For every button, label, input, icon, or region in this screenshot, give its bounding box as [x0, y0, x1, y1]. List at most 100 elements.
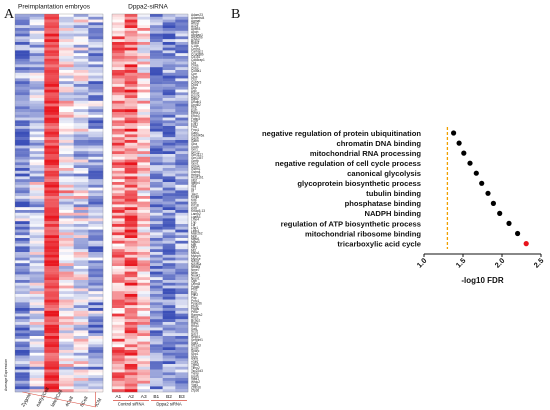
gene-label: Ltbp4 [191, 229, 199, 233]
gene-label: Mlf1 [191, 246, 197, 250]
gene-label: Dpysl2 [191, 103, 201, 107]
gene-label: Myo1e [191, 257, 201, 261]
gene-label: Slc1a3 [191, 344, 201, 348]
gene-label: Irf [191, 190, 194, 194]
gene-label: Dgcr6 [191, 94, 200, 98]
gene-label: Gmfb [191, 159, 199, 163]
gene-label: Plin2 [191, 293, 198, 297]
gene-label: Pdgfd [191, 285, 200, 289]
gene-label: Adam23 [191, 13, 203, 17]
gene-label: Igfbp4 [191, 181, 200, 185]
gene-label: Sdc1 [191, 332, 198, 336]
sample-label: A1 [115, 394, 121, 400]
heatmap-preimplantation [14, 13, 104, 393]
gene-label: Dbp [191, 86, 197, 90]
go-term-label: NADPH binding [364, 209, 421, 218]
gene-label: Adamtsl4 [191, 16, 205, 20]
gene-label: Lnp [191, 220, 197, 224]
gene-label: Zbtb16 [191, 386, 201, 390]
gene-label: Mybph [191, 254, 201, 258]
gene-label: Idh2 [191, 178, 197, 182]
gene-label: Dgkd [191, 97, 199, 101]
gene-label: Rarres2 [191, 313, 203, 317]
gene-label: Jak2 [191, 192, 198, 196]
gene-label: Dnajb1 [191, 100, 201, 104]
gene-label: Ephx1 [191, 111, 200, 115]
sample-label: A2 [128, 394, 134, 400]
gene-label: Gm1127 [191, 153, 203, 157]
gene-label: Txnip [191, 372, 199, 376]
gene-label: Ogn [191, 279, 197, 283]
gene-label: Col4a1 [191, 69, 201, 73]
gene-label: Wfdc2 [191, 380, 200, 384]
go-term-label: tricarboxylic acid cycle [337, 239, 421, 248]
panel-a-letter: A [4, 7, 15, 22]
gene-label: Bnip3 [191, 41, 199, 45]
gene-label: Yipf1 [191, 383, 198, 387]
x-tick-label: 1.5 [454, 256, 468, 270]
go-term-label: regulation of ATP biosynthetic process [281, 219, 421, 228]
gene-label: Chka [191, 64, 199, 68]
sample-label: B2 [166, 394, 172, 400]
gene-label: Pth1r [191, 310, 200, 314]
gene-label: Pgp [191, 290, 197, 294]
gene-label: Timp2 [191, 366, 200, 370]
gene-label: Tcf21 [191, 358, 199, 362]
gene-label: Krt18 [191, 204, 199, 208]
enrichment-point [490, 200, 496, 206]
go-term-label: mitochondrial ribosome binding [305, 229, 421, 238]
sample-label: A3 [141, 394, 147, 400]
gene-label: Atp6ap1 [191, 33, 203, 37]
gene-label: Klf4 [191, 198, 197, 202]
gene-label: Hsd11b1 [191, 176, 204, 180]
panel-b-letter: B [231, 7, 240, 22]
gene-label: Rcan1 [191, 318, 200, 322]
gene-label: Gas6 [191, 136, 199, 140]
group-labels: Control siRNA Dppa2 siRNA [113, 400, 187, 407]
gene-label: Pfn2 [191, 288, 198, 292]
gene-label: Cirbp [191, 66, 199, 70]
gene-label: Apbb3 [191, 27, 200, 31]
enrichment-point [515, 230, 521, 237]
gene-label: Gadd45a [191, 134, 204, 138]
gene-label: Sod3 [191, 346, 199, 350]
gene-label: Spp1 [191, 352, 199, 356]
gene-label: Gcdh [191, 145, 199, 149]
gene-label: Tsc22d3 [191, 369, 203, 373]
gene-label: Dsp [191, 106, 197, 110]
gene-label: Ptgds [191, 307, 200, 311]
gene-label: Rbp1 [191, 316, 199, 320]
gene-label: Cenn1 [191, 47, 201, 51]
gene-label: Mitf [191, 243, 196, 247]
gene-label: Rnd3 [191, 324, 199, 328]
gene-label: Serpinf1 [191, 338, 203, 342]
gene-label: Egr1 [191, 108, 198, 112]
enrichment-point [479, 180, 485, 186]
stage-label: Zygote [20, 392, 33, 408]
gene-label: Mgst3 [191, 240, 200, 244]
gene-label: Tgm2 [191, 363, 199, 367]
stage-label: 8Cell [79, 396, 90, 408]
gene-label: Mt1 [191, 248, 197, 252]
gene-label: Cfd [191, 61, 196, 65]
enrichment-point [523, 241, 529, 247]
gene-label: Vwa1 [191, 377, 199, 381]
gene-label: Fcgrt [191, 120, 198, 124]
enrichment-point [451, 130, 457, 136]
gene-label: Gpx1 [191, 162, 199, 166]
gene-label: Gstm4 [191, 170, 201, 174]
gene-label: Il18 [191, 184, 196, 188]
gene-label: Sgk1 [191, 341, 198, 345]
sample-labels: A1 A2 A3 B1 B2 B3 [115, 394, 185, 400]
gene-label: Scd1 [191, 330, 198, 334]
gene-label: Carhsp1 [191, 50, 203, 54]
gene-label: Apoh [191, 30, 199, 34]
gene-label: Ndrg1 [191, 260, 200, 264]
gene-label: Pnrc1 [191, 299, 200, 303]
gene-label: Cdk5rap1 [191, 58, 205, 62]
gene-label: Sepp1 [191, 335, 200, 339]
gene-label: Cpe [191, 72, 197, 76]
sample-label: B1 [153, 394, 159, 400]
gene-label: Agmat [191, 19, 200, 23]
